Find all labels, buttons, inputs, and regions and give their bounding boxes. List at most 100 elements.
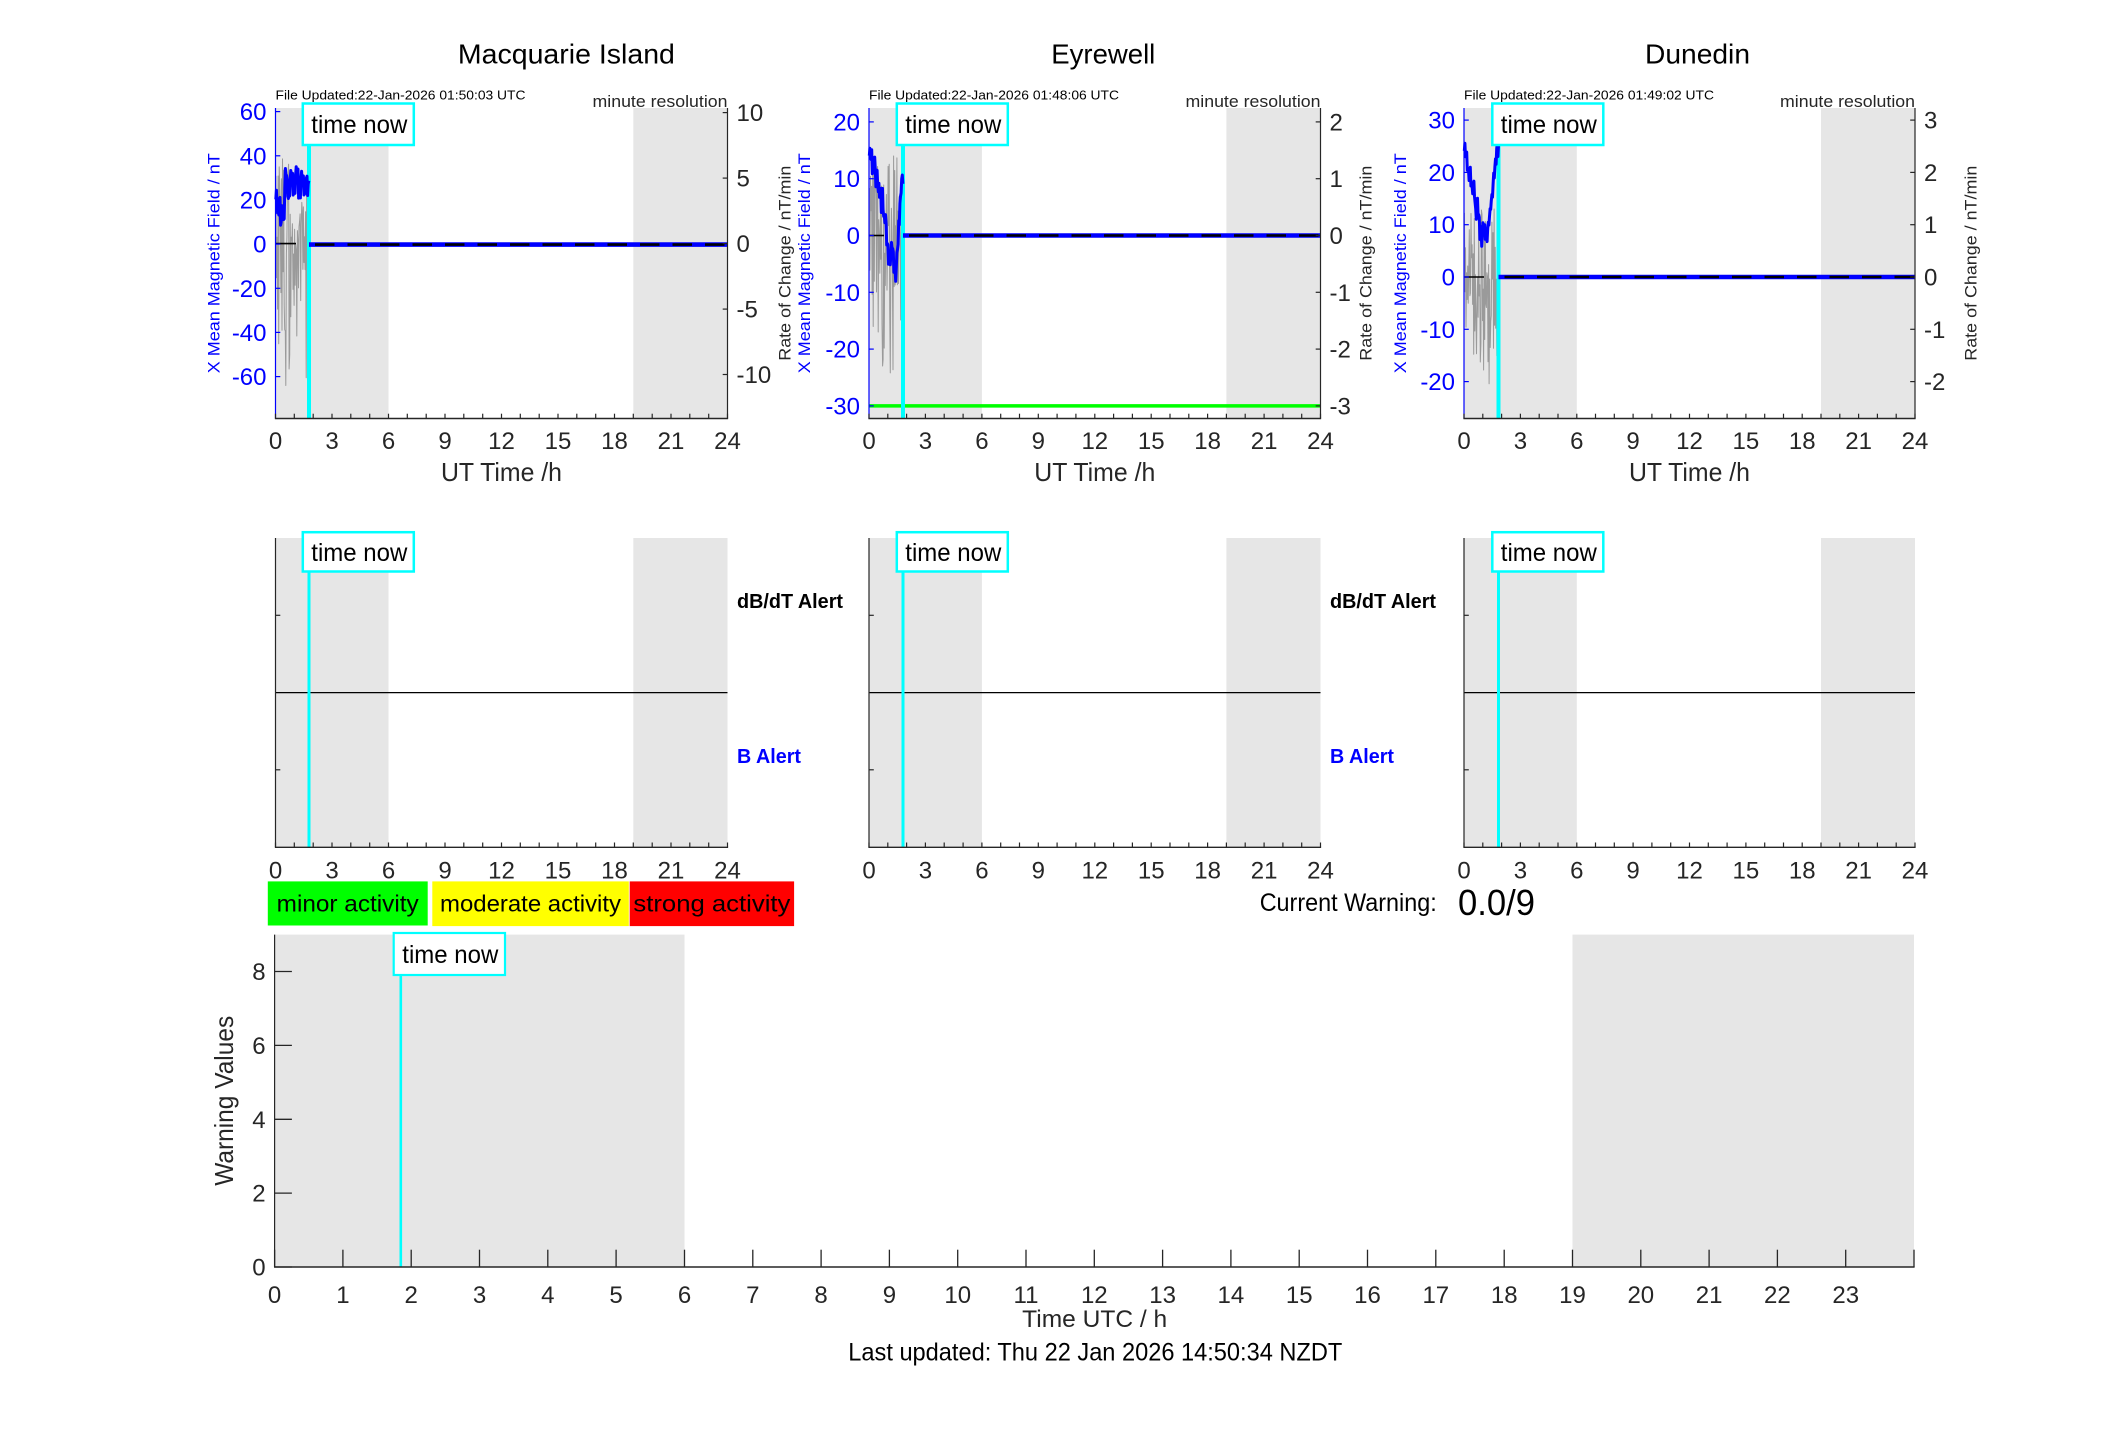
svg-text:8: 8 <box>252 959 265 986</box>
svg-text:2: 2 <box>1924 160 1937 187</box>
svg-text:20: 20 <box>240 187 267 214</box>
svg-text:Eyrewell: Eyrewell <box>1051 38 1155 69</box>
svg-text:File Updated:22-Jan-2026 01:50: File Updated:22-Jan-2026 01:50:03 UTC <box>276 88 526 103</box>
svg-text:X Mean Magnetic Field / nT: X Mean Magnetic Field / nT <box>795 153 814 373</box>
svg-text:24: 24 <box>1902 858 1929 885</box>
svg-text:6: 6 <box>678 1282 691 1309</box>
svg-text:time now: time now <box>905 539 1002 567</box>
svg-text:23: 23 <box>1832 1282 1859 1309</box>
svg-text:1: 1 <box>1330 166 1343 193</box>
svg-text:12: 12 <box>488 428 515 455</box>
svg-text:0: 0 <box>847 223 860 250</box>
svg-text:24: 24 <box>1307 858 1334 885</box>
svg-text:time now: time now <box>311 539 408 567</box>
svg-text:21: 21 <box>1251 858 1278 885</box>
svg-text:8: 8 <box>814 1282 827 1309</box>
svg-text:-20: -20 <box>232 276 267 303</box>
svg-text:5: 5 <box>609 1282 622 1309</box>
svg-text:24: 24 <box>1902 428 1929 455</box>
svg-text:19: 19 <box>1559 1282 1586 1309</box>
svg-text:-2: -2 <box>1330 337 1351 364</box>
svg-text:21: 21 <box>658 428 685 455</box>
svg-text:strong activity: strong activity <box>633 890 791 916</box>
svg-text:18: 18 <box>1194 428 1221 455</box>
svg-text:18: 18 <box>1789 428 1816 455</box>
svg-text:Dunedin: Dunedin <box>1645 38 1750 69</box>
svg-text:0: 0 <box>269 428 282 455</box>
svg-text:20: 20 <box>1428 160 1455 187</box>
svg-text:6: 6 <box>975 858 988 885</box>
svg-text:3: 3 <box>473 1282 486 1309</box>
svg-text:11: 11 <box>1014 1282 1039 1309</box>
svg-text:0: 0 <box>253 232 266 259</box>
svg-text:3: 3 <box>1514 858 1527 885</box>
svg-text:X Mean Magnetic Field / nT: X Mean Magnetic Field / nT <box>205 153 224 373</box>
svg-text:18: 18 <box>1194 858 1221 885</box>
svg-text:12: 12 <box>1081 1282 1108 1309</box>
svg-text:20: 20 <box>833 109 860 136</box>
svg-text:File Updated:22-Jan-2026 01:48: File Updated:22-Jan-2026 01:48:06 UTC <box>869 88 1119 103</box>
svg-text:14: 14 <box>1218 1282 1245 1309</box>
svg-text:UT Time /h: UT Time /h <box>441 457 562 487</box>
svg-text:12: 12 <box>1676 858 1703 885</box>
svg-text:24: 24 <box>1307 428 1334 455</box>
svg-text:0: 0 <box>1457 428 1470 455</box>
svg-text:0: 0 <box>252 1255 265 1282</box>
svg-text:10: 10 <box>944 1282 971 1309</box>
svg-text:21: 21 <box>1696 1282 1723 1309</box>
svg-text:-60: -60 <box>232 364 267 391</box>
svg-text:6: 6 <box>382 858 395 885</box>
svg-text:minor activity: minor activity <box>277 890 420 916</box>
svg-text:18: 18 <box>601 428 628 455</box>
svg-text:minute resolution: minute resolution <box>1780 92 1915 111</box>
svg-text:2: 2 <box>405 1282 418 1309</box>
svg-text:15: 15 <box>545 428 572 455</box>
svg-text:6: 6 <box>975 428 988 455</box>
svg-text:3: 3 <box>325 428 338 455</box>
svg-text:UT Time /h: UT Time /h <box>1629 457 1750 487</box>
svg-text:0.0/9: 0.0/9 <box>1458 882 1535 923</box>
svg-text:-20: -20 <box>825 337 860 364</box>
svg-text:10: 10 <box>1428 212 1455 239</box>
svg-text:Last updated: Thu 22 Jan 2026: Last updated: Thu 22 Jan 2026 14:50:34 N… <box>848 1339 1342 1367</box>
svg-text:9: 9 <box>438 858 451 885</box>
svg-text:13: 13 <box>1149 1282 1176 1309</box>
svg-text:UT Time /h: UT Time /h <box>1034 457 1155 487</box>
svg-text:12: 12 <box>1081 428 1108 455</box>
svg-text:dB/dT Alert: dB/dT Alert <box>737 591 843 613</box>
svg-text:24: 24 <box>714 858 741 885</box>
svg-text:File Updated:22-Jan-2026 01:49: File Updated:22-Jan-2026 01:49:02 UTC <box>1464 88 1714 103</box>
svg-text:-30: -30 <box>825 393 860 420</box>
svg-text:22: 22 <box>1764 1282 1791 1309</box>
svg-text:-1: -1 <box>1924 317 1945 344</box>
svg-text:1: 1 <box>336 1282 349 1309</box>
svg-text:time now: time now <box>905 111 1002 139</box>
svg-text:4: 4 <box>252 1107 265 1134</box>
svg-text:18: 18 <box>1491 1282 1518 1309</box>
svg-text:3: 3 <box>1514 428 1527 455</box>
svg-text:time now: time now <box>311 111 408 139</box>
svg-text:15: 15 <box>1138 428 1165 455</box>
svg-text:6: 6 <box>1570 428 1583 455</box>
svg-text:17: 17 <box>1422 1282 1449 1309</box>
svg-text:1: 1 <box>1924 212 1937 239</box>
svg-text:Warning Values: Warning Values <box>209 1016 239 1186</box>
svg-text:7: 7 <box>746 1282 759 1309</box>
svg-text:21: 21 <box>1251 428 1278 455</box>
svg-text:-1: -1 <box>1330 280 1351 307</box>
svg-text:5: 5 <box>737 166 750 193</box>
svg-text:12: 12 <box>1081 858 1108 885</box>
svg-text:-2: -2 <box>1924 369 1945 396</box>
svg-text:9: 9 <box>883 1282 896 1309</box>
svg-text:3: 3 <box>325 858 338 885</box>
svg-text:0: 0 <box>1924 265 1937 292</box>
svg-text:0: 0 <box>1457 858 1470 885</box>
svg-text:dB/dT Alert: dB/dT Alert <box>1330 591 1436 613</box>
svg-text:18: 18 <box>601 858 628 885</box>
svg-text:16: 16 <box>1354 1282 1381 1309</box>
svg-text:18: 18 <box>1789 858 1816 885</box>
svg-text:-3: -3 <box>1330 393 1351 420</box>
svg-text:15: 15 <box>1138 858 1165 885</box>
svg-text:4: 4 <box>541 1282 554 1309</box>
svg-text:9: 9 <box>1032 858 1045 885</box>
